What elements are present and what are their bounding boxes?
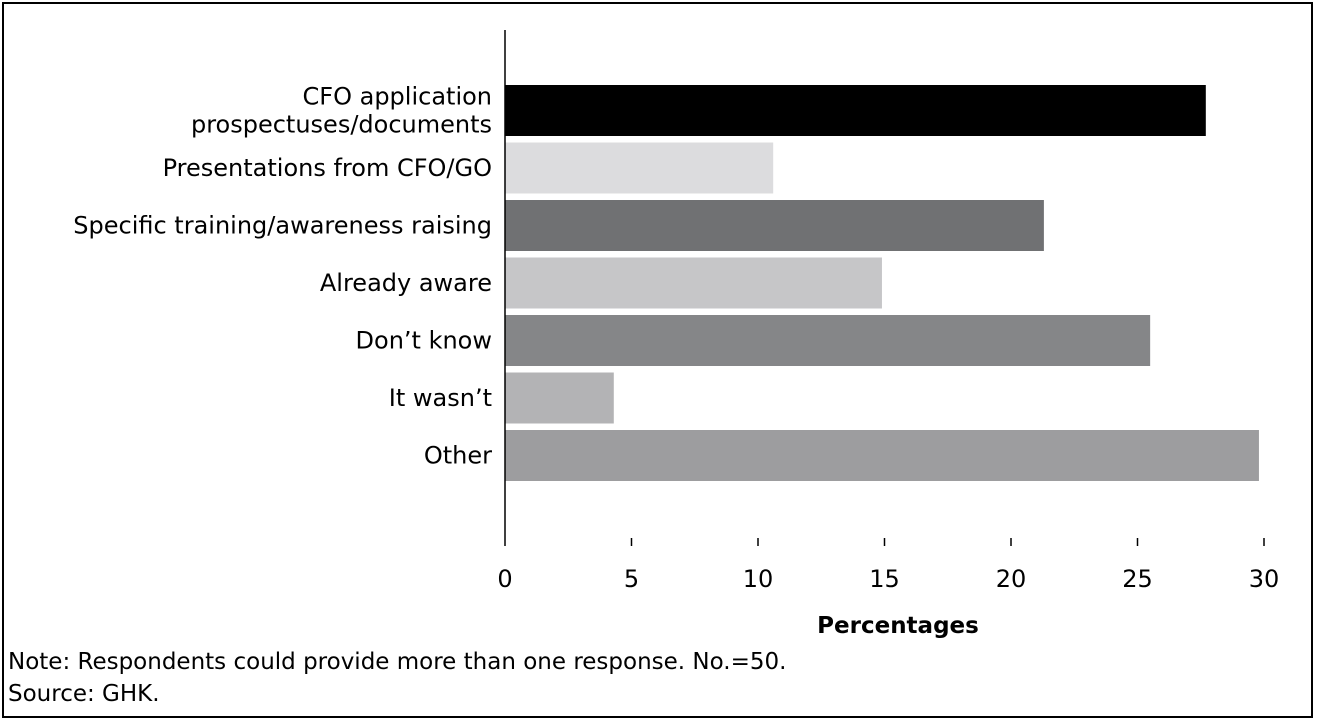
- bar-6: [505, 430, 1259, 481]
- category-labels: CFO application prospectuses/documents Pre…: [73, 83, 492, 470]
- x-tick-label-5: 25: [1122, 565, 1153, 593]
- x-tick-label-1: 5: [624, 565, 639, 593]
- category-label-4: Don’t know: [356, 327, 492, 355]
- bar-5: [505, 372, 614, 424]
- category-label-6: Other: [424, 442, 492, 470]
- x-axis-ticks: 0 5 10 15 20 25 30: [497, 538, 1279, 593]
- bar-2: [505, 200, 1044, 251]
- bar-0: [505, 85, 1206, 136]
- bar-3: [505, 257, 882, 309]
- category-label-5: It wasn’t: [389, 384, 492, 412]
- category-label-1: Presentations from CFO/GO: [163, 154, 492, 182]
- x-axis-title: Percentages: [817, 613, 979, 639]
- x-tick-label-2: 10: [743, 565, 774, 593]
- category-label-2: Specific training/awareness raising: [73, 212, 492, 240]
- x-tick-label-0: 0: [497, 565, 512, 593]
- bar-4: [505, 315, 1151, 366]
- chart-note: Note: Respondents could provide more tha…: [8, 649, 787, 675]
- category-label-0: CFO application prospectuses/documents: [191, 83, 492, 139]
- bar-1: [505, 142, 774, 194]
- chart-source: Source: GHK.: [8, 681, 160, 707]
- x-tick-label-3: 15: [869, 565, 900, 593]
- bars-group: [505, 85, 1259, 481]
- category-label-3: Already aware: [320, 269, 492, 297]
- x-tick-label-6: 30: [1249, 565, 1280, 593]
- x-tick-label-4: 20: [996, 565, 1027, 593]
